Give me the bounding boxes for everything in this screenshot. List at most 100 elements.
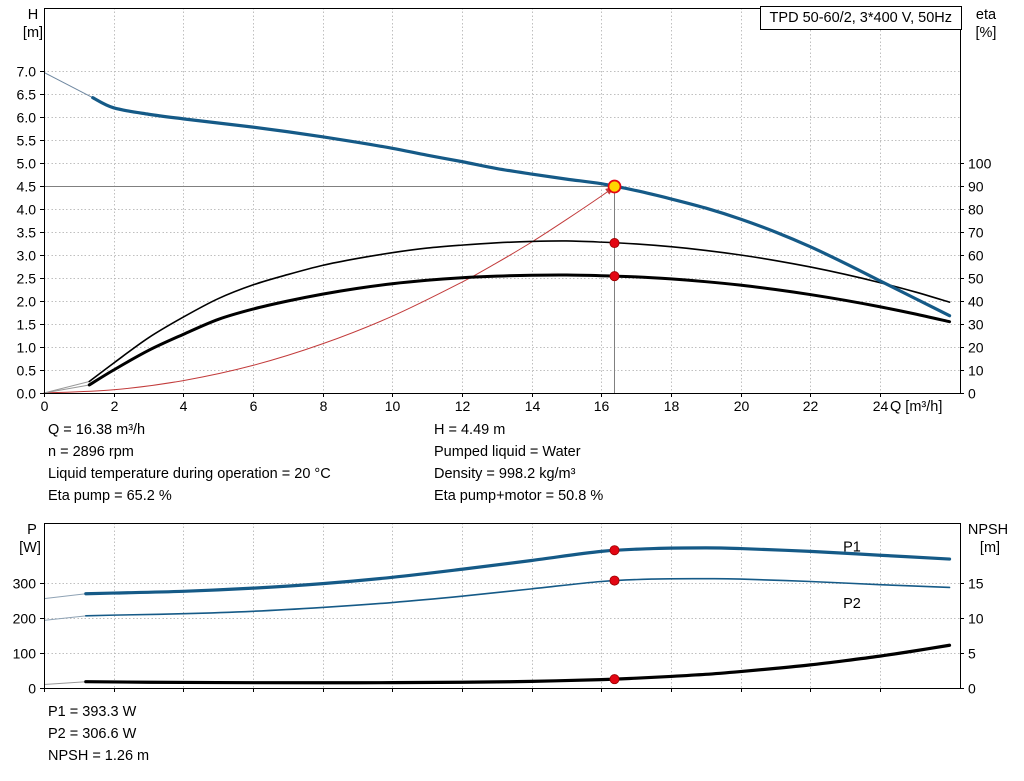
info-line-p1: P1 = 393.3 W <box>48 704 137 720</box>
svg-text:80: 80 <box>968 202 984 218</box>
series-lead-p1 <box>43 593 86 600</box>
series-lead-eta-pump-motor <box>43 384 90 394</box>
svg-text:4: 4 <box>180 398 188 414</box>
curve-point-marker <box>609 674 620 685</box>
svg-text:2: 2 <box>111 398 119 414</box>
svg-text:90: 90 <box>968 179 984 195</box>
svg-text:0: 0 <box>28 681 36 697</box>
svg-text:24: 24 <box>873 398 889 414</box>
svg-text:30: 30 <box>968 317 984 333</box>
duty-info-left-column: Q = 16.38 m³/h n = 2896 rpm Liquid tempe… <box>48 419 331 507</box>
info-line-head: H = 4.49 m <box>434 422 506 438</box>
svg-text:300: 300 <box>13 576 37 592</box>
chart-text-label: NPSH <box>968 522 1008 538</box>
info-line-flow: Q = 16.38 m³/h <box>48 422 146 438</box>
series-head <box>91 96 952 318</box>
info-line-liquid: Pumped liquid = Water <box>434 444 581 460</box>
axis-ticks <box>40 71 964 397</box>
info-line-speed: n = 2896 rpm <box>48 444 134 460</box>
plot-frame <box>44 8 961 394</box>
curve-point-marker <box>609 545 620 556</box>
series-eta-pump <box>88 240 951 383</box>
svg-text:22: 22 <box>803 398 819 414</box>
svg-text:0.5: 0.5 <box>17 363 37 379</box>
svg-text:5.5: 5.5 <box>17 133 37 149</box>
chart-text-label: eta <box>976 7 997 23</box>
series-p2 <box>84 577 951 617</box>
chart-text-label: [%] <box>976 25 997 41</box>
svg-text:8: 8 <box>320 398 328 414</box>
svg-text:6: 6 <box>250 398 258 414</box>
svg-text:200: 200 <box>13 611 37 627</box>
svg-text:50: 50 <box>968 271 984 287</box>
svg-text:1.0: 1.0 <box>17 340 37 356</box>
chart-text-label: [m] <box>980 540 1000 556</box>
info-line-eta-total: Eta pump+motor = 50.8 % <box>434 488 604 504</box>
power-npsh-chart: 0 100 200 300 0 5 10 15 P [W] NPSH [m] P1 P2 <box>13 522 1009 697</box>
svg-text:10: 10 <box>968 611 984 627</box>
svg-text:70: 70 <box>968 225 984 241</box>
svg-text:15: 15 <box>968 576 984 592</box>
svg-text:10: 10 <box>968 363 984 379</box>
svg-text:5.0: 5.0 <box>17 156 37 172</box>
svg-text:0: 0 <box>968 681 976 697</box>
head-efficiency-chart: 0 2 4 6 8 10 12 14 16 18 20 22 240.00.51.01.52.02.53… <box>17 7 997 415</box>
svg-text:16: 16 <box>594 398 610 414</box>
info-line-eta-pump: Eta pump = 65.2 % <box>48 488 172 504</box>
series-lead-head <box>43 71 93 99</box>
series-lead-p2 <box>43 615 86 621</box>
power-info-column: P1 = 393.3 W P2 = 306.6 W NPSH = 1.26 m <box>48 701 149 767</box>
svg-text:60: 60 <box>968 248 984 264</box>
svg-text:6.5: 6.5 <box>17 87 37 103</box>
duty-info-right-column: H = 4.49 m Pumped liquid = Water Density… <box>434 419 603 507</box>
svg-text:0: 0 <box>41 398 49 414</box>
svg-text:0: 0 <box>968 386 976 402</box>
chart-text-label: P2 <box>843 596 861 612</box>
series-p1 <box>84 546 952 596</box>
axis-ticks <box>40 583 964 692</box>
duty-point-marker <box>607 179 622 194</box>
svg-text:0.0: 0.0 <box>17 386 37 402</box>
svg-text:3.0: 3.0 <box>17 248 37 264</box>
svg-text:4.0: 4.0 <box>17 202 37 218</box>
series-lead-eta-pump <box>43 381 90 394</box>
chart-text-label: [W] <box>19 540 41 556</box>
grid <box>44 523 960 688</box>
svg-text:20: 20 <box>968 340 984 356</box>
svg-text:18: 18 <box>664 398 680 414</box>
axis-tick-labels: 0 100 200 300 0 5 10 15 <box>13 576 984 697</box>
plot-frame <box>44 523 961 689</box>
chart-text-label: H <box>28 7 38 23</box>
svg-text:12: 12 <box>455 398 471 414</box>
info-line-density: Density = 998.2 kg/m³ <box>434 466 576 482</box>
chart-text-label: P1 <box>843 539 861 555</box>
chart-text-label: [m] <box>23 25 43 41</box>
svg-text:100: 100 <box>968 156 992 172</box>
svg-text:1.5: 1.5 <box>17 317 37 333</box>
chart-text-label: Q [m³/h] <box>890 399 942 415</box>
series-eta-pump-motor <box>87 273 952 387</box>
svg-text:40: 40 <box>968 294 984 310</box>
axis-tick-labels: 0 2 4 6 8 10 12 14 16 18 20 22 240.00.51.01.52.02.53… <box>17 64 992 415</box>
svg-text:6.0: 6.0 <box>17 110 37 126</box>
duty-point-crosshair <box>44 185 615 393</box>
svg-text:100: 100 <box>13 646 37 662</box>
svg-text:4.5: 4.5 <box>17 179 37 195</box>
series-system-curve <box>43 185 615 394</box>
info-line-temperature: Liquid temperature during operation = 20… <box>48 466 331 482</box>
info-line-p2: P2 = 306.6 W <box>48 726 137 742</box>
svg-text:2.0: 2.0 <box>17 294 37 310</box>
svg-text:2.5: 2.5 <box>17 271 37 287</box>
svg-text:14: 14 <box>525 398 541 414</box>
curve-point-marker <box>609 575 620 586</box>
svg-text:3.5: 3.5 <box>17 225 37 241</box>
pump-title-box: TPD 50-60/2, 3*400 V, 50Hz <box>759 6 962 30</box>
curve-point-marker <box>609 238 620 249</box>
series-lead-npsh <box>43 681 86 685</box>
svg-text:5: 5 <box>968 646 976 662</box>
info-line-npsh: NPSH = 1.26 m <box>48 748 150 764</box>
svg-text:20: 20 <box>734 398 750 414</box>
svg-text:10: 10 <box>385 398 401 414</box>
svg-text:7.0: 7.0 <box>17 64 37 80</box>
